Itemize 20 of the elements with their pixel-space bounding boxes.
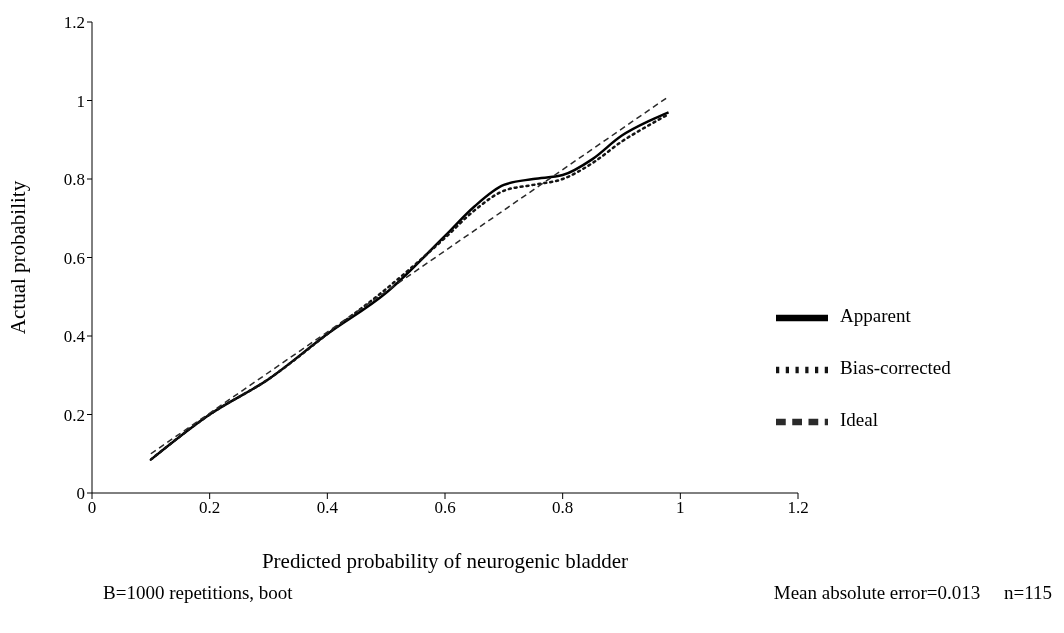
y-tick-label: 0.2 <box>63 405 85 425</box>
x-tick-label: 0.2 <box>199 498 221 518</box>
y-tick-label: 1 <box>76 91 85 111</box>
legend-label: Ideal <box>840 408 878 430</box>
y-tick-label: 1.2 <box>63 13 85 33</box>
x-tick-label: 0.4 <box>316 498 339 518</box>
x-axis-title: Predicted probability of neurogenic bladder <box>261 549 629 573</box>
y-tick-label: 0 <box>76 484 85 504</box>
legend-label: Apparent <box>840 304 911 326</box>
text: Mean absolute error=0.013 n=115 <box>773 582 1052 604</box>
y-tick-label: 0.6 <box>63 248 85 268</box>
x-tick-label: 0.6 <box>434 498 456 518</box>
y-axis-title: Actual probability <box>6 180 31 335</box>
y-tick-label: 0.4 <box>63 327 86 347</box>
x-tick-label: 0.8 <box>552 498 574 518</box>
text: B=1000 repetitions, boot <box>103 582 293 604</box>
y-tick-label: 0.8 <box>63 170 85 190</box>
x-tick-label: 1.2 <box>787 498 809 518</box>
x-tick-label: 1 <box>676 498 685 518</box>
legend-label: Bias-corrected <box>840 356 951 378</box>
